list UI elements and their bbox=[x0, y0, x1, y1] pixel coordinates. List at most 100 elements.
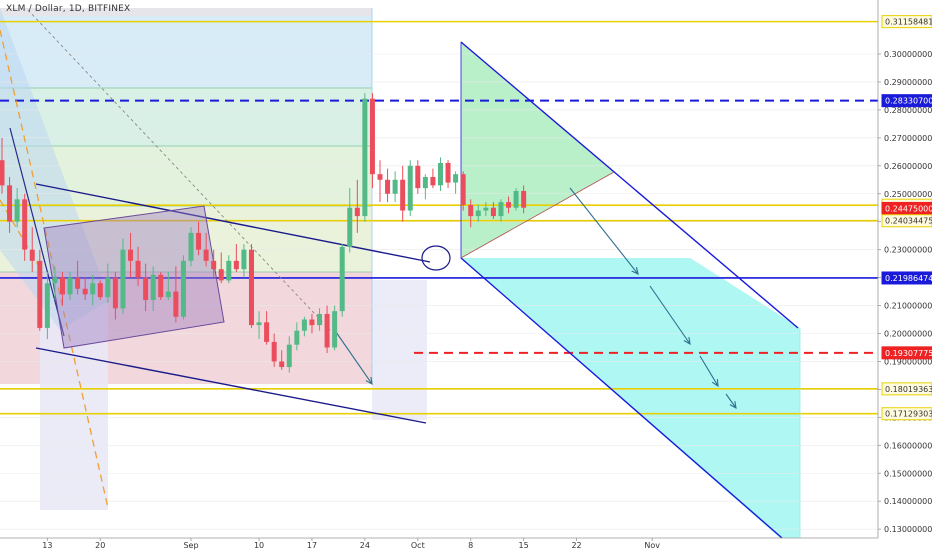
candle-body bbox=[279, 361, 285, 368]
candle bbox=[29, 227, 35, 273]
candle-body bbox=[105, 277, 111, 298]
candle bbox=[52, 266, 58, 300]
candle-body bbox=[52, 277, 58, 284]
candle-body bbox=[97, 283, 103, 298]
x-tick-label: 8 bbox=[468, 541, 473, 550]
arrow-shaft bbox=[649, 285, 691, 345]
x-tick-label: 10 bbox=[254, 541, 264, 550]
candle-body bbox=[415, 165, 421, 189]
x-tick-label: Nov bbox=[644, 541, 660, 550]
candle bbox=[301, 316, 307, 337]
candle bbox=[44, 272, 50, 340]
candle bbox=[264, 311, 270, 345]
candle bbox=[324, 305, 330, 354]
breakout-circle bbox=[421, 245, 451, 271]
arrow-head bbox=[365, 376, 373, 386]
candle-body bbox=[347, 207, 353, 247]
zone-lavender bbox=[372, 280, 427, 420]
price-tag-box bbox=[881, 94, 932, 108]
candle bbox=[135, 246, 141, 286]
candle-body bbox=[248, 249, 254, 326]
price-tag-box bbox=[881, 407, 932, 421]
candle bbox=[143, 263, 149, 312]
x-tick-label: 13 bbox=[42, 541, 52, 550]
arrow-shaft bbox=[699, 355, 719, 387]
price-tag: 0.31158481 bbox=[881, 15, 932, 29]
candle bbox=[422, 174, 428, 200]
candle-body bbox=[150, 274, 156, 300]
y-axis: 0.13000000 0.14000000 0.15000000 0.16000000… bbox=[877, 0, 932, 550]
triangle-diag bbox=[460, 171, 615, 259]
candle-body bbox=[513, 190, 519, 208]
x-tick-label: 22 bbox=[571, 541, 581, 550]
candle-body bbox=[0, 160, 5, 186]
candle-body bbox=[286, 344, 292, 368]
candle bbox=[112, 272, 118, 320]
candle-body bbox=[218, 269, 224, 281]
candle bbox=[332, 305, 338, 351]
x-tick-label: 20 bbox=[95, 541, 105, 550]
candle bbox=[400, 165, 406, 222]
candle-body bbox=[490, 207, 496, 217]
candle bbox=[317, 308, 323, 331]
trend-left bbox=[9, 127, 65, 337]
arrow-shaft bbox=[725, 393, 737, 409]
candle-body bbox=[301, 319, 307, 331]
candle bbox=[173, 266, 179, 323]
y-tick-label: 0.26000000 bbox=[884, 162, 932, 171]
candle bbox=[475, 204, 481, 222]
candle-body bbox=[468, 204, 474, 217]
candle bbox=[354, 179, 360, 233]
candle bbox=[75, 260, 81, 295]
y-tick-label: 0.20000000 bbox=[884, 330, 932, 339]
candle bbox=[339, 244, 345, 317]
candle bbox=[279, 350, 285, 370]
candle bbox=[37, 249, 43, 331]
candle bbox=[385, 168, 391, 203]
candle bbox=[309, 313, 315, 334]
x-axis-bg bbox=[0, 538, 878, 550]
candle bbox=[256, 311, 262, 340]
candle bbox=[120, 238, 126, 314]
y-tick-label: 0.21000000 bbox=[884, 302, 932, 311]
projection-arrow-4 bbox=[335, 331, 373, 386]
y-tick-label: 0.30000000 bbox=[884, 50, 932, 59]
price-tag-box bbox=[881, 214, 932, 228]
candle-body bbox=[22, 199, 28, 250]
candle bbox=[7, 176, 13, 233]
arrow-head bbox=[711, 378, 719, 388]
x-tick-label: 15 bbox=[519, 541, 529, 550]
arrow-shaft bbox=[569, 187, 639, 275]
candle bbox=[513, 188, 519, 211]
candle-body bbox=[422, 176, 428, 189]
zone-green-1 bbox=[0, 88, 372, 146]
price-tag: 0.24475000 bbox=[881, 201, 932, 215]
x-tick-label: 17 bbox=[307, 541, 317, 550]
candle-body bbox=[392, 179, 398, 194]
candle bbox=[196, 221, 202, 256]
candle-body bbox=[271, 341, 277, 362]
candle-body bbox=[264, 322, 270, 342]
candles bbox=[0, 93, 527, 373]
candle bbox=[14, 188, 20, 228]
price-tag: 0.28330700 bbox=[881, 94, 932, 108]
price-tag-label: 0.24475000 bbox=[885, 204, 932, 213]
candle bbox=[0, 137, 5, 194]
candle bbox=[218, 252, 224, 284]
candle-body bbox=[460, 174, 466, 205]
y-tick-label: 0.14000000 bbox=[884, 497, 932, 506]
candle-body bbox=[385, 179, 391, 194]
y-tick-label: 0.23000000 bbox=[884, 246, 932, 255]
price-tag-label: 0.24034475 bbox=[885, 217, 932, 226]
candle-body bbox=[354, 207, 360, 217]
y-tick-label: 0.19000000 bbox=[884, 357, 932, 366]
wedge-top bbox=[35, 183, 431, 263]
price-tag-box bbox=[881, 271, 932, 285]
candle-body bbox=[362, 98, 368, 217]
candle bbox=[128, 232, 134, 278]
candle bbox=[82, 277, 88, 300]
price-tag-box bbox=[881, 382, 932, 396]
candle-body bbox=[211, 260, 217, 270]
arrow-head bbox=[729, 401, 737, 410]
